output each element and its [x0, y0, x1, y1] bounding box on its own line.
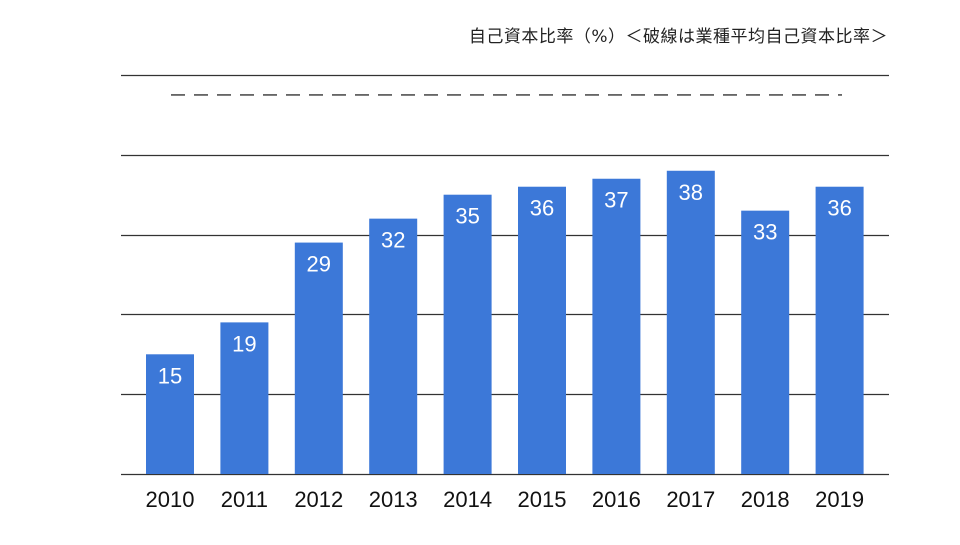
x-tick-label-2011: 2011 — [221, 487, 268, 512]
bar-2015 — [518, 186, 566, 474]
bar-value-label-2017: 38 — [679, 180, 703, 205]
bar-value-label-2018: 33 — [753, 220, 777, 245]
bar-value-label-2010: 15 — [158, 363, 182, 388]
bar-value-label-2015: 36 — [530, 196, 554, 221]
bar-value-label-2014: 35 — [455, 204, 479, 229]
bar-2012 — [294, 242, 343, 474]
bar-value-labels: 15 19 29 32 35 36 37 38 33 36 — [158, 180, 852, 389]
bar-2014 — [443, 194, 492, 474]
x-tick-label-2016: 2016 — [592, 487, 641, 512]
x-tick-label-2014: 2014 — [443, 487, 492, 512]
bar-value-label-2012: 29 — [307, 252, 331, 277]
bar-value-label-2011: 19 — [232, 331, 256, 356]
bar-value-label-2013: 32 — [381, 228, 405, 253]
bar-2011 — [220, 322, 269, 474]
bar-2016 — [592, 178, 641, 475]
bar-2013 — [369, 218, 418, 474]
x-tick-label-2018: 2018 — [741, 487, 790, 512]
bar-2018 — [741, 210, 790, 474]
bars — [146, 170, 864, 475]
x-axis-tick-labels: 2010 2011 2012 2013 2014 2015 2016 2017 2018 2019 — [146, 487, 865, 512]
x-tick-label-2013: 2013 — [369, 487, 418, 512]
x-tick-label-2019: 2019 — [815, 487, 864, 512]
chart-title: 自己資本比率（%）＜破線は業種平均自己資本比率＞ — [468, 27, 888, 47]
x-tick-label-2017: 2017 — [666, 487, 715, 512]
x-tick-label-2010: 2010 — [146, 487, 195, 512]
bar-2010 — [146, 354, 194, 474]
bar-value-label-2016: 37 — [604, 188, 628, 213]
bar-value-label-2019: 36 — [827, 196, 851, 221]
x-tick-label-2015: 2015 — [518, 487, 567, 512]
bar-2017 — [666, 170, 715, 474]
x-tick-label-2012: 2012 — [294, 487, 343, 512]
bar-2019 — [815, 186, 864, 474]
